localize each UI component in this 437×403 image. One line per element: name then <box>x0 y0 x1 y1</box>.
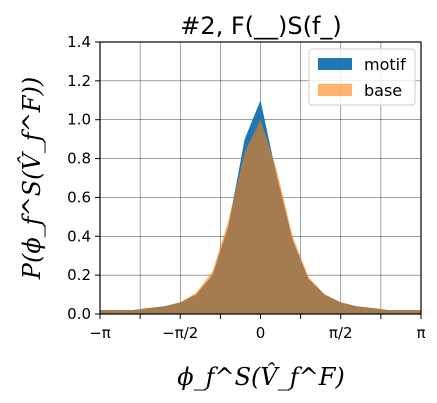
legend-swatch-base <box>318 84 352 96</box>
legend-label-motif: motif <box>364 55 406 74</box>
y-tick-label: 0.0 <box>67 305 91 323</box>
x-tick-label: −π/2 <box>162 324 198 342</box>
ticks: 0.0 0.2 0.4 0.6 0.8 1.0 1.2 1.4 −π −π/2 0 π/2 π <box>67 33 425 342</box>
y-tick-label: 0.4 <box>67 227 91 245</box>
y-tick-label: 1.4 <box>67 33 91 51</box>
y-tick-label: 0.6 <box>67 188 91 206</box>
y-tick-label: 0.2 <box>67 266 91 284</box>
y-tick-label: 1.0 <box>67 111 91 129</box>
legend-label-base: base <box>364 81 402 100</box>
legend-swatch-motif <box>318 58 352 70</box>
x-tick-label: π <box>416 324 425 342</box>
x-tick-label: π/2 <box>329 324 353 342</box>
y-tick-label: 1.2 <box>67 72 91 90</box>
chart-title: #2, F(__)S(f_) <box>180 12 342 40</box>
x-tick-label: −π <box>89 324 111 342</box>
x-tick-label: 0 <box>256 324 266 342</box>
y-tick-label: 0.8 <box>67 150 91 168</box>
series-area-base <box>100 119 421 314</box>
x-axis-label: ϕ_f^S(V̂_f^F) <box>177 363 345 391</box>
legend: motif base <box>308 48 416 106</box>
series-areas <box>100 100 421 315</box>
y-axis-label: P(ϕ_f^S(V̂_f^F)) <box>18 77 46 280</box>
